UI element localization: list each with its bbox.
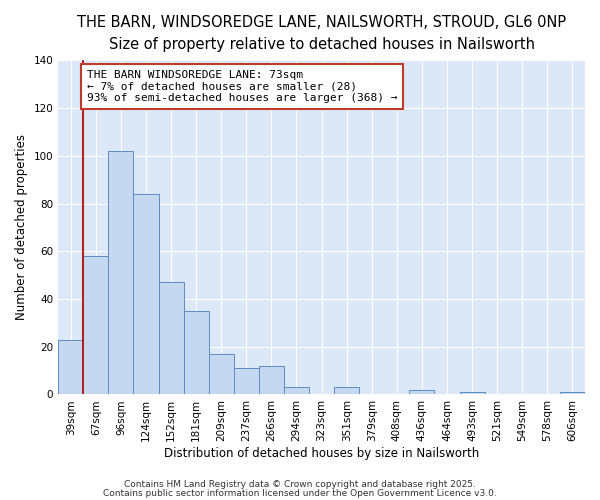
Text: Contains public sector information licensed under the Open Government Licence v3: Contains public sector information licen…: [103, 488, 497, 498]
Bar: [234, 368, 259, 394]
Bar: [109, 151, 133, 394]
Bar: [133, 194, 158, 394]
Title: THE BARN, WINDSOREDGE LANE, NAILSWORTH, STROUD, GL6 0NP
Size of property relativ: THE BARN, WINDSOREDGE LANE, NAILSWORTH, …: [77, 15, 566, 52]
Bar: [560, 392, 585, 394]
Bar: [409, 390, 434, 394]
Bar: [259, 366, 284, 394]
Bar: [284, 388, 309, 394]
Bar: [83, 256, 109, 394]
X-axis label: Distribution of detached houses by size in Nailsworth: Distribution of detached houses by size …: [164, 447, 479, 460]
Bar: [334, 388, 359, 394]
Bar: [184, 311, 209, 394]
Bar: [209, 354, 234, 395]
Text: Contains HM Land Registry data © Crown copyright and database right 2025.: Contains HM Land Registry data © Crown c…: [124, 480, 476, 489]
Text: THE BARN WINDSOREDGE LANE: 73sqm
← 7% of detached houses are smaller (28)
93% of: THE BARN WINDSOREDGE LANE: 73sqm ← 7% of…: [87, 70, 398, 103]
Bar: [460, 392, 485, 394]
Bar: [158, 282, 184, 395]
Bar: [58, 340, 83, 394]
Y-axis label: Number of detached properties: Number of detached properties: [15, 134, 28, 320]
